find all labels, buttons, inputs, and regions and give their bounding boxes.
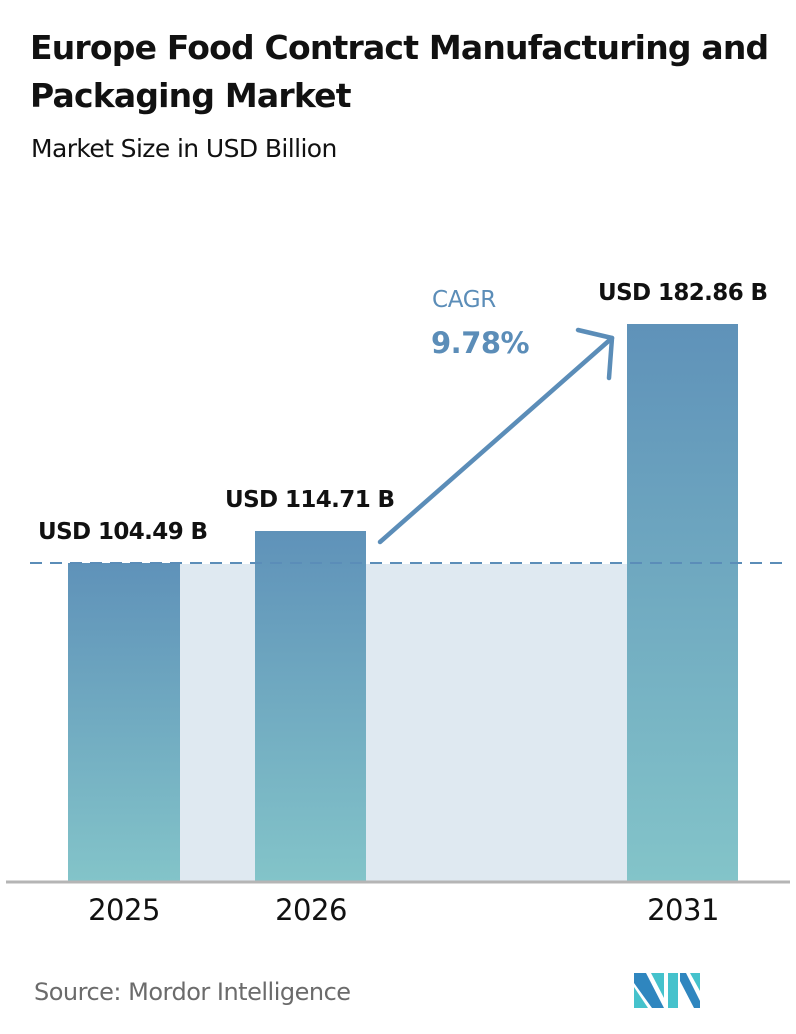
- source-text: Source: Mordor Intelligence: [34, 978, 351, 1006]
- bar-label-2031: USD 182.86 B: [598, 280, 768, 306]
- x-tick-2026: 2026: [275, 893, 347, 927]
- baseline-band: [180, 564, 627, 882]
- chart-title: Europe Food Contract Manufacturing and P…: [30, 28, 769, 115]
- bar-label-2025: USD 104.49 B: [38, 519, 208, 545]
- cagr-value: 9.78%: [431, 326, 530, 360]
- cagr-label: CAGR: [432, 287, 496, 313]
- bar-label-2026: USD 114.71 B: [225, 487, 395, 513]
- x-tick-2025: 2025: [88, 893, 160, 927]
- bar-2031: [627, 324, 738, 882]
- bar-2026: [255, 531, 366, 882]
- chart-subtitle: Market Size in USD Billion: [31, 134, 337, 163]
- mordor-intelligence-logo-icon: [634, 973, 700, 1008]
- bar-2025: [68, 563, 180, 882]
- cagr-arrow-icon: [377, 327, 615, 545]
- x-tick-2031: 2031: [647, 893, 719, 927]
